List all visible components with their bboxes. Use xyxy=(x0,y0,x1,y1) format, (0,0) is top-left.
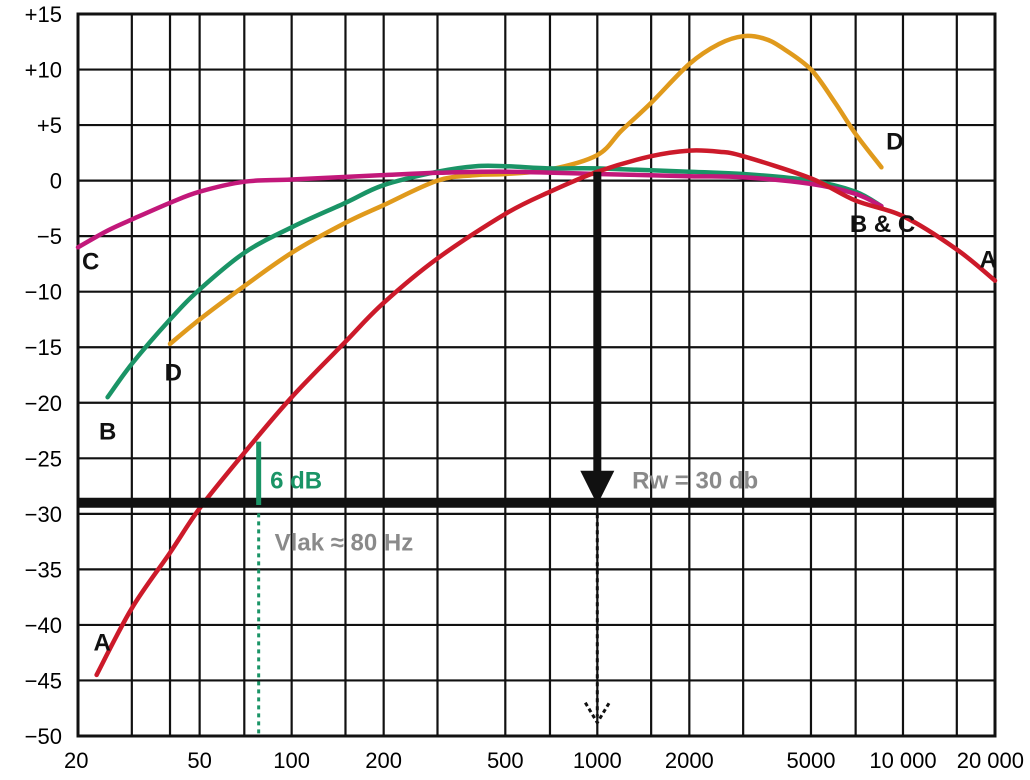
series-line-b xyxy=(105,163,884,400)
y-tick-label: −15 xyxy=(25,335,62,360)
series-lines xyxy=(75,33,998,678)
x-tick-label: 20 000 xyxy=(957,748,1024,773)
y-tick-label: −10 xyxy=(25,280,62,305)
y-tick-label: −25 xyxy=(25,446,62,471)
x-tick-label: 5000 xyxy=(786,748,835,773)
y-tick-label: −40 xyxy=(25,613,62,638)
vlak-label: Vlak ≈ 80 Hz xyxy=(275,530,414,557)
x-tick-label: 100 xyxy=(273,748,310,773)
annotations xyxy=(78,171,995,736)
grid xyxy=(76,12,997,738)
x-tick-label: 20 xyxy=(64,748,88,773)
y-tick-label: −20 xyxy=(25,391,62,416)
rw-arrow-head xyxy=(580,470,615,505)
x-tick-label: 2000 xyxy=(665,748,714,773)
series-labels: Rw = 30 db 6 dB Vlak ≈ 80 Hz A A B B & C C D D xyxy=(82,129,997,657)
db6-label: 6 dB xyxy=(270,468,322,495)
y-tick-label: −50 xyxy=(25,724,62,749)
axis-ticks: +15+10+50−5−10−15−20−25−30−35−40−45−5020… xyxy=(25,2,1024,773)
x-tick-label: 10 000 xyxy=(869,748,936,773)
y-tick-label: −35 xyxy=(25,557,62,582)
series-label-c: C xyxy=(82,249,99,276)
series-label-d: D xyxy=(165,360,182,387)
x-tick-label: 50 xyxy=(187,748,211,773)
series-label-b: B & C xyxy=(850,211,915,238)
rw-label: Rw = 30 db xyxy=(632,468,758,495)
y-tick-label: 0 xyxy=(50,169,62,194)
series-label-a: A xyxy=(94,630,111,657)
y-tick-label: −5 xyxy=(37,224,62,249)
series-line-d xyxy=(167,33,884,347)
series-label-a: A xyxy=(980,246,997,273)
series-label-d: D xyxy=(886,129,903,156)
series-line-c xyxy=(75,169,884,250)
plot-frame xyxy=(76,12,997,738)
series-label-b: B xyxy=(99,419,116,446)
x-tick-label: 1000 xyxy=(573,748,622,773)
x-tick-label: 500 xyxy=(487,748,524,773)
series-line-a xyxy=(94,148,998,678)
y-tick-label: +15 xyxy=(25,2,62,27)
x-tick-label: 200 xyxy=(365,748,402,773)
y-tick-label: +5 xyxy=(37,113,62,138)
y-tick-label: −45 xyxy=(25,668,62,693)
y-tick-label: +10 xyxy=(25,58,62,83)
rw-dotted-arrow-head xyxy=(584,701,611,726)
y-tick-label: −30 xyxy=(25,502,62,527)
